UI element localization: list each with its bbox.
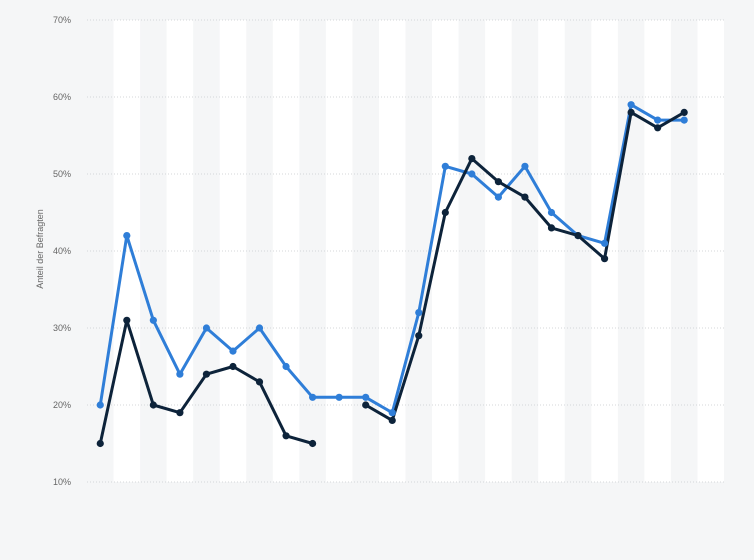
background-bands: [113, 20, 724, 482]
series-1-point-14[interactable]: [441, 162, 449, 170]
y-axis-title: Anteil der Befragten: [35, 209, 45, 289]
series-1-point-15[interactable]: [468, 170, 476, 178]
series-2-point-7[interactable]: [255, 378, 264, 386]
series-2-point-5[interactable]: [202, 370, 211, 378]
series-2-point-16[interactable]: [494, 178, 502, 186]
series-2-point-13[interactable]: [415, 332, 423, 340]
series-2-point-15[interactable]: [468, 155, 476, 163]
series-2-point-14[interactable]: [441, 208, 449, 217]
series-2-point-11[interactable]: [362, 401, 370, 409]
series-1-point-18[interactable]: [547, 208, 556, 217]
grid-lines: [87, 19, 724, 483]
series-1-point-12[interactable]: [388, 409, 396, 417]
series-2-point-20[interactable]: [600, 255, 609, 263]
series-2-point-22[interactable]: [654, 124, 662, 132]
series-1-point-23[interactable]: [680, 116, 688, 124]
series-2-point-8[interactable]: [282, 432, 290, 440]
series-1-point-21[interactable]: [627, 101, 635, 109]
series-1-point-11[interactable]: [362, 393, 370, 401]
series-1-point-13[interactable]: [415, 309, 423, 317]
y-tick-label-50: 50%: [53, 169, 71, 179]
series-2-point-18[interactable]: [547, 224, 556, 232]
band-12: [378, 20, 406, 482]
series-1-point-10[interactable]: [335, 393, 343, 401]
series-1-point-4[interactable]: [176, 370, 184, 378]
y-tick-label-60: 60%: [53, 92, 71, 102]
series-2-line-segment-2: [364, 110, 686, 422]
series-2-point-6[interactable]: [229, 362, 237, 371]
series-1-point-3[interactable]: [149, 316, 157, 324]
y-tick-label-10: 10%: [53, 477, 71, 487]
band-18: [538, 20, 565, 482]
series-1-point-8[interactable]: [282, 362, 290, 371]
series-2-point-2[interactable]: [123, 316, 131, 324]
band-6: [219, 20, 247, 482]
series-1-point-9[interactable]: [309, 393, 317, 401]
series-1-point-5[interactable]: [202, 324, 211, 332]
series-2-point-21[interactable]: [627, 108, 635, 116]
series-2-point-9[interactable]: [309, 439, 317, 448]
series-1-point-20[interactable]: [600, 239, 609, 247]
series-2-point-4[interactable]: [176, 409, 184, 417]
y-tick-label-20: 20%: [53, 400, 71, 410]
series-2-point-17[interactable]: [521, 193, 529, 201]
series-2-point-1[interactable]: [96, 439, 104, 448]
y-tick-label-40: 40%: [53, 246, 71, 256]
y-tick-label-70: 70%: [53, 15, 71, 25]
series-1-point-17[interactable]: [521, 162, 529, 170]
band-24: [697, 20, 724, 482]
y-axis-ticks: 10% 20% 30% 40% 50% 60% 70%: [53, 15, 71, 487]
series-1-point-7[interactable]: [255, 324, 264, 332]
series-1-point-1[interactable]: [96, 401, 104, 409]
series-1-point-22[interactable]: [654, 116, 662, 124]
series-2-point-19[interactable]: [574, 232, 582, 240]
series-2-point-23[interactable]: [680, 108, 688, 116]
series-points: [96, 101, 688, 448]
series-2-point-3[interactable]: [149, 401, 157, 409]
series-1-point-6[interactable]: [229, 347, 237, 355]
y-tick-label-30: 30%: [53, 323, 71, 333]
series-1-point-16[interactable]: [494, 193, 502, 201]
series-1-point-2[interactable]: [123, 232, 131, 240]
series-2-point-12[interactable]: [388, 416, 396, 424]
